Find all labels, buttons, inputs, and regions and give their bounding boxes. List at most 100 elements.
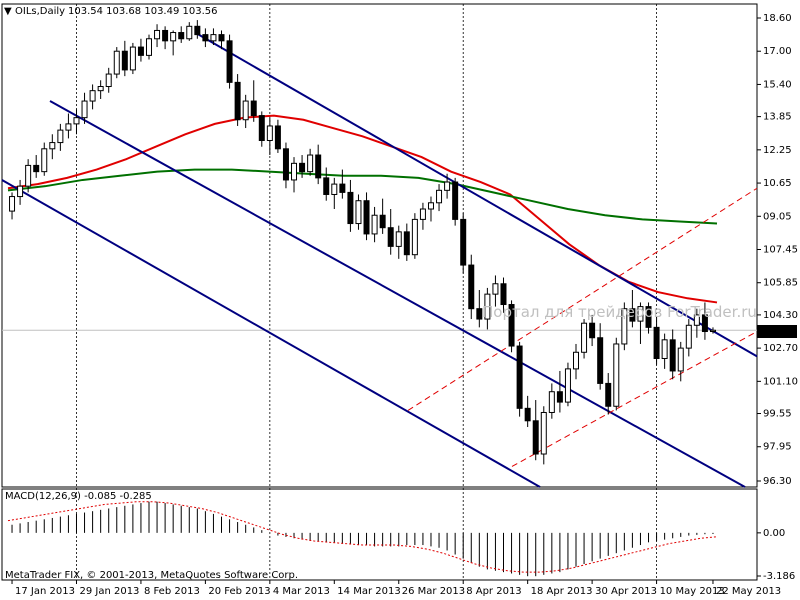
candle (49, 134, 56, 160)
candle-body (532, 420, 539, 455)
candle-body (129, 46, 136, 71)
candle (379, 198, 386, 234)
slow-ma-line (7, 168, 718, 225)
candle (97, 80, 104, 99)
candle (65, 113, 72, 139)
ohlc-values: 103.54 103.68 103.49 103.56 (68, 6, 218, 17)
x-tick-label: 22 May 2013 (716, 586, 781, 597)
candle-body (605, 382, 612, 407)
candle-body (49, 142, 56, 150)
candle-body (645, 306, 652, 328)
candle-body (508, 304, 515, 347)
candle (299, 155, 306, 178)
candle (282, 142, 289, 189)
x-tick-label: 17 Jan 2013 (15, 586, 75, 597)
candle-body (419, 208, 426, 220)
candle-body (476, 308, 483, 320)
candle (444, 173, 451, 199)
candle (194, 20, 201, 39)
candle-body (637, 306, 644, 322)
candle-body (395, 231, 402, 247)
candle (347, 179, 354, 232)
candle (371, 206, 378, 243)
candle (516, 341, 523, 417)
candle-body (581, 322, 588, 353)
candle-body (355, 200, 362, 225)
y-tick-label: 17.00 (763, 46, 792, 57)
macd-panel[interactable] (7, 501, 718, 577)
y-tick-label: 105.85 (763, 278, 798, 289)
candle (178, 26, 185, 43)
candle-body (113, 50, 120, 75)
candle-body (701, 314, 708, 333)
candle (17, 179, 24, 205)
candle (508, 300, 515, 353)
candle-body (33, 164, 40, 173)
candle (468, 254, 475, 320)
candle-body (9, 196, 16, 212)
candle (210, 28, 217, 45)
candle-body (661, 339, 668, 360)
y-tick-label: 15.40 (763, 79, 792, 90)
candle-body (178, 32, 185, 40)
candle (339, 169, 346, 199)
candle (9, 192, 16, 220)
candle (226, 34, 233, 89)
candle-body (81, 100, 88, 119)
candle (57, 123, 64, 151)
candle (709, 327, 716, 334)
candle (524, 395, 531, 428)
candle-body (170, 32, 177, 42)
y-tick-label: 10.65 (763, 178, 792, 189)
candle-body (315, 154, 322, 179)
macd-y-tick-label: 0.00 (763, 528, 785, 539)
candle-body (371, 214, 378, 235)
candle (621, 302, 628, 351)
candle (242, 94, 249, 129)
candle (129, 42, 136, 75)
x-tick-label: 8 Feb 2013 (144, 586, 200, 597)
candle (701, 302, 708, 340)
candle (81, 92, 88, 124)
candle-body (250, 100, 257, 117)
candle-body (339, 183, 346, 193)
candle-body (121, 50, 128, 71)
y-tick-label: 99.55 (763, 409, 792, 420)
candle (154, 24, 161, 48)
candle (532, 400, 539, 461)
candle (605, 373, 612, 415)
candle-body (145, 38, 152, 56)
channel-upper-line (194, 31, 758, 358)
axes: 18.60 17.00 15.40 13.85 12.25 10.65 09.05 107.4… (11, 13, 798, 597)
candle (145, 34, 152, 60)
candle-body (291, 162, 298, 181)
candle (540, 406, 547, 465)
candle-body (500, 283, 507, 306)
candle (661, 333, 668, 369)
candle-body (709, 329, 716, 333)
candle-body (363, 200, 370, 235)
candle-body (524, 407, 531, 422)
candle (411, 213, 418, 259)
trend-dashed-upper (407, 187, 758, 411)
candle (186, 22, 193, 41)
candle (589, 314, 596, 347)
candle (629, 289, 636, 328)
y-tick-label: 13.85 (763, 112, 792, 123)
candle (89, 84, 96, 110)
price-candles[interactable] (9, 20, 716, 465)
x-tick-label: 29 Jan 2013 (79, 586, 139, 597)
candle (315, 144, 322, 185)
macd-signal-line (7, 501, 718, 573)
candle (363, 192, 370, 241)
current-price-badge (757, 325, 797, 338)
symbol-arrow-icon[interactable]: ▼ (4, 6, 12, 17)
candle-body (653, 326, 660, 360)
y-tick-label: 104.30 (763, 310, 798, 321)
candle-body (282, 148, 289, 181)
candle-body (234, 81, 241, 121)
candle-body (65, 123, 72, 131)
candle (202, 28, 209, 48)
